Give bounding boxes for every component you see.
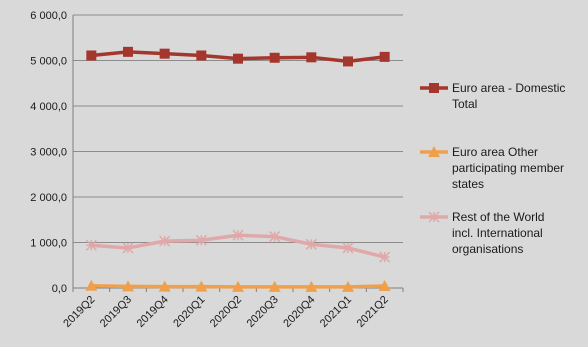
y-tick-label: 3 000,0 (30, 147, 67, 159)
data-point-square (233, 53, 243, 64)
x-axis: 2019Q2 2019Q3 2019Q4 2020Q1 2020Q2 2020Q3 2020… (61, 287, 404, 330)
data-point-star-stroke (122, 242, 134, 254)
y-tick-label: 5 000,0 (30, 56, 67, 68)
legend-label: Euro area - Domestic (452, 81, 565, 95)
data-point-star-stroke (232, 229, 244, 241)
data-point-star (379, 251, 391, 263)
data-point-star-stroke (159, 235, 171, 247)
data-point-square (429, 83, 439, 93)
data-point-triangle (122, 280, 134, 292)
legend-label: organisations (452, 242, 523, 256)
data-point-star (269, 231, 281, 243)
data-point-star (85, 239, 97, 251)
y-tick-label: 4 000,0 (30, 101, 67, 113)
data-point-star-stroke (305, 238, 317, 250)
data-point-triangle (305, 280, 318, 292)
legend-label: Total (452, 97, 477, 111)
x-tick-label: 2020Q3 (245, 294, 281, 330)
x-tick-label: 2021Q1 (318, 294, 354, 330)
x-tick-label: 2020Q4 (281, 294, 317, 330)
data-point-square (269, 52, 280, 63)
data-point-square (86, 50, 97, 61)
x-tick-label: 2020Q2 (208, 294, 244, 330)
data-point-triangle (378, 279, 391, 291)
x-tick-label: 2019Q3 (98, 294, 134, 330)
legend-label: incl. International (452, 226, 543, 240)
data-point-triangle (195, 280, 208, 292)
data-point-star-stroke (342, 242, 354, 254)
y-axis: 0,0 1 000,0 2 000,0 3 000,0 4 000,0 5 000,0 6 … (30, 10, 74, 295)
series-group (85, 46, 391, 292)
data-point-star (122, 242, 134, 254)
x-tick-label: 2019Q2 (61, 294, 97, 330)
legend-label: Rest of the World (452, 210, 544, 224)
y-tick-label: 2 000,0 (30, 192, 67, 204)
data-point-square (343, 56, 353, 67)
data-point-star-stroke (428, 211, 440, 223)
data-point-star-stroke (269, 231, 281, 243)
data-point-star (159, 235, 171, 247)
legend-label: participating member (452, 161, 564, 175)
data-point-triangle (232, 280, 244, 292)
x-tick-label: 2020Q1 (171, 294, 207, 330)
data-point-star (342, 242, 354, 254)
y-tick-label: 1 000,0 (30, 238, 67, 250)
data-point-triangle (268, 280, 281, 292)
data-point-star-stroke (85, 239, 97, 251)
data-point-star (305, 238, 317, 250)
data-point-square (379, 51, 390, 62)
legend: Euro area - Domestic Total Euro area Other… (420, 81, 565, 256)
x-tick-label: 2019Q4 (135, 294, 171, 330)
y-tick-label: 0,0 (52, 283, 67, 295)
data-point-square (306, 52, 317, 63)
data-point-star (195, 234, 207, 246)
data-point-square (123, 46, 133, 57)
data-point-square (159, 48, 170, 59)
data-point-star (428, 211, 440, 223)
legend-label: Euro area Other (452, 145, 538, 159)
data-point-triangle (342, 280, 354, 292)
data-point-star-stroke (195, 234, 207, 246)
data-point-star (232, 229, 244, 241)
data-point-triangle (158, 280, 171, 292)
data-point-square (196, 50, 207, 61)
data-point-star-stroke (379, 251, 391, 263)
legend-label: states (452, 177, 484, 191)
data-point-triangle (85, 279, 98, 291)
x-tick-label: 2021Q2 (355, 294, 391, 330)
y-tick-label: 6 000,0 (30, 10, 67, 22)
data-point-triangle (428, 146, 440, 157)
